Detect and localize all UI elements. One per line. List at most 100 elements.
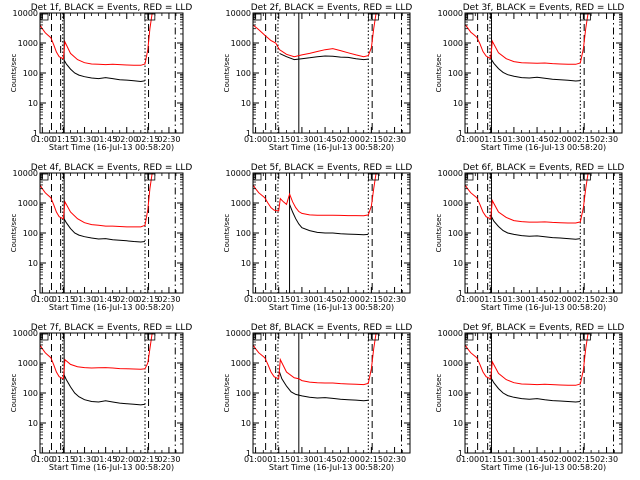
panel-title: Det 9f, BLACK = Events, RED = LLD bbox=[463, 323, 625, 333]
panel-title: Det 6f, BLACK = Events, RED = LLD bbox=[463, 163, 625, 173]
x-tick-label: 02:15 bbox=[572, 295, 595, 304]
plot-box-mark bbox=[144, 173, 156, 181]
y-tick-label: 10 bbox=[28, 259, 38, 268]
series-lld bbox=[40, 13, 155, 66]
x-tick-label: 01:15 bbox=[267, 455, 290, 464]
trace-group bbox=[465, 173, 591, 240]
panel-det-7: Det 7f, BLACK = Events, RED = LLD 1 10 100 1… bbox=[10, 323, 192, 472]
y-tick-label: 1000 bbox=[231, 39, 251, 48]
series-events bbox=[63, 218, 146, 243]
x-tick-label: 02:00 bbox=[115, 295, 138, 304]
series-events bbox=[279, 371, 369, 402]
series-lld bbox=[465, 173, 591, 224]
y-tick-label: 10 bbox=[453, 99, 463, 108]
plot-box-mark bbox=[367, 173, 379, 181]
panel-det-3: Det 3f, BLACK = Events, RED = LLD 1 10 100 1… bbox=[435, 3, 624, 152]
y-tick-label: 100 bbox=[448, 229, 463, 238]
x-tick-label: 02:00 bbox=[115, 455, 138, 464]
y-tick-label: 1 bbox=[458, 289, 463, 298]
y-tick-label: 1000 bbox=[18, 39, 38, 48]
y-tick-label: 10000 bbox=[13, 329, 38, 338]
y-tick-label: 10 bbox=[241, 259, 251, 268]
panel-det-9: Det 9f, BLACK = Events, RED = LLD 1 10 100 1… bbox=[435, 323, 624, 472]
plot-box-mark bbox=[253, 13, 262, 21]
trace-group bbox=[40, 173, 155, 243]
plot-box-mark bbox=[579, 173, 591, 181]
x-tick-label: 01:15 bbox=[267, 295, 290, 304]
y-axis-label: Counts/sec bbox=[435, 374, 443, 413]
y-tick-label: 1000 bbox=[18, 199, 38, 208]
x-axis-label: Start Time (16-Jul-13 00:58:20) bbox=[269, 463, 394, 472]
x-axis-label: Start Time (16-Jul-13 00:58:20) bbox=[49, 463, 174, 472]
series-events bbox=[491, 59, 581, 82]
plot-frame bbox=[464, 332, 623, 454]
y-tick-label: 100 bbox=[236, 229, 251, 238]
trace-group bbox=[465, 333, 591, 403]
x-tick-label: 01:00 bbox=[31, 455, 54, 464]
x-tick-label: 02:30 bbox=[595, 295, 618, 304]
x-tick-label: 02:30 bbox=[383, 295, 406, 304]
y-tick-label: 10 bbox=[453, 259, 463, 268]
x-tick-label: 01:45 bbox=[94, 455, 117, 464]
x-axis-label: Start Time (16-Jul-13 00:58:20) bbox=[481, 143, 606, 152]
y-tick-label: 10 bbox=[241, 419, 251, 428]
y-tick-label: 1 bbox=[246, 129, 251, 138]
trace-group bbox=[40, 13, 155, 83]
plot-frame bbox=[252, 12, 411, 134]
y-tick-label: 10000 bbox=[438, 169, 463, 178]
y-axis-label: Counts/sec bbox=[10, 374, 18, 413]
y-tick-label: 1000 bbox=[18, 359, 38, 368]
y-tick-label: 1000 bbox=[443, 39, 463, 48]
y-tick-label: 10 bbox=[241, 99, 251, 108]
x-tick-label: 01:00 bbox=[456, 295, 479, 304]
x-axis-label: Start Time (16-Jul-13 00:58:20) bbox=[269, 143, 394, 152]
y-tick-label: 10000 bbox=[438, 9, 463, 18]
y-tick-label: 100 bbox=[236, 389, 251, 398]
series-events bbox=[491, 378, 581, 403]
series-lld bbox=[40, 173, 155, 228]
series-lld bbox=[465, 13, 591, 65]
series-lld bbox=[253, 333, 379, 386]
y-tick-label: 1000 bbox=[231, 199, 251, 208]
x-tick-label: 02:00 bbox=[115, 135, 138, 144]
series-events bbox=[279, 52, 369, 61]
y-tick-label: 1 bbox=[33, 289, 38, 298]
y-tick-label: 1 bbox=[458, 129, 463, 138]
x-tick-label: 02:30 bbox=[157, 295, 180, 304]
trace-group bbox=[253, 333, 379, 402]
plot-box-mark bbox=[253, 173, 262, 181]
trace-group bbox=[40, 333, 155, 406]
series-lld bbox=[253, 173, 379, 217]
y-tick-label: 1 bbox=[246, 449, 251, 458]
panel-title: Det 3f, BLACK = Events, RED = LLD bbox=[463, 3, 625, 13]
x-tick-label: 02:30 bbox=[383, 455, 406, 464]
x-tick-label: 02:00 bbox=[337, 135, 360, 144]
x-tick-label: 01:15 bbox=[479, 295, 502, 304]
x-axis-label: Start Time (16-Jul-13 00:58:20) bbox=[49, 303, 174, 312]
x-tick-label: 02:15 bbox=[136, 455, 159, 464]
plot-box-mark bbox=[40, 173, 49, 181]
plot-frame bbox=[464, 12, 623, 134]
x-tick-label: 01:30 bbox=[502, 295, 525, 304]
x-tick-label: 01:30 bbox=[73, 295, 96, 304]
panel-det-2: Det 2f, BLACK = Events, RED = LLD 1 10 100 1… bbox=[223, 3, 412, 152]
x-tick-label: 01:00 bbox=[244, 135, 267, 144]
plot-box-mark bbox=[367, 13, 379, 21]
y-tick-label: 10000 bbox=[226, 169, 251, 178]
x-tick-label: 01:45 bbox=[526, 295, 549, 304]
series-events bbox=[63, 374, 146, 406]
x-tick-label: 02:30 bbox=[595, 455, 618, 464]
x-axis-label: Start Time (16-Jul-13 00:58:20) bbox=[481, 303, 606, 312]
x-axis-label: Start Time (16-Jul-13 00:58:20) bbox=[269, 303, 394, 312]
y-tick-label: 100 bbox=[448, 69, 463, 78]
series-lld bbox=[40, 333, 155, 380]
plot-box-mark bbox=[144, 333, 156, 341]
x-tick-label: 01:45 bbox=[314, 295, 337, 304]
x-tick-label: 01:15 bbox=[52, 455, 75, 464]
y-tick-label: 1000 bbox=[443, 359, 463, 368]
x-tick-label: 01:30 bbox=[502, 455, 525, 464]
plot-box-mark bbox=[253, 333, 262, 341]
plot-box-mark bbox=[367, 333, 379, 341]
y-tick-label: 1000 bbox=[443, 199, 463, 208]
